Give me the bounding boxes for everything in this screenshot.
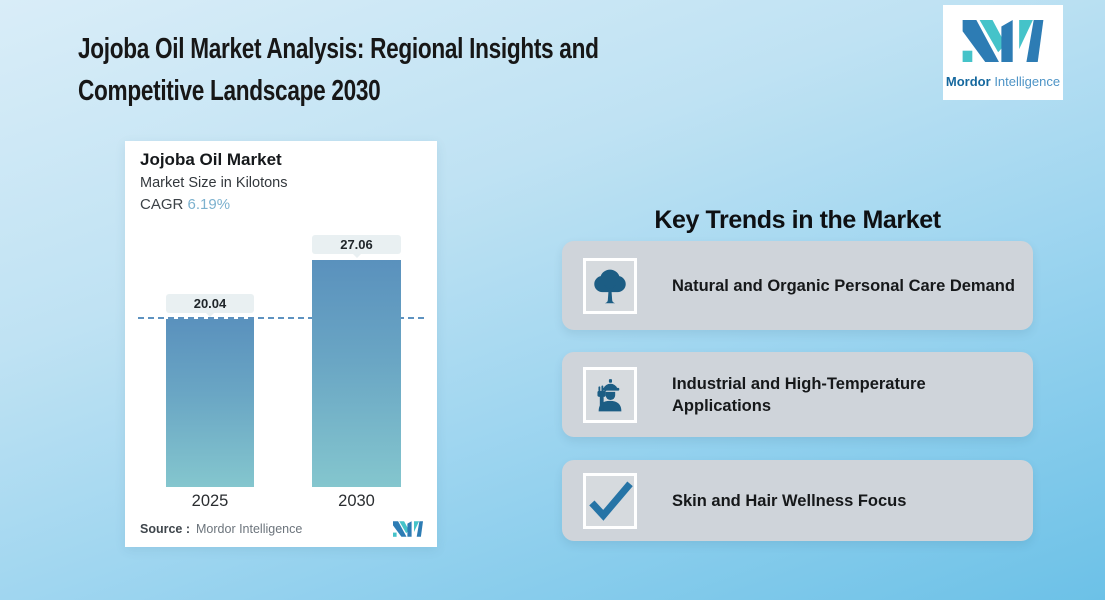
value-label-pointer [205,312,215,318]
trend-card-natural-organic: Natural and Organic Personal Care Demand [562,241,1033,330]
source-row: Source : Mordor Intelligence [140,521,423,537]
chart-cagr: CAGR 6.19% [140,196,230,213]
trend-label: Skin and Hair Wellness Focus [672,491,907,510]
reference-line [138,317,424,320]
x-axis-label-2030: 2030 [338,492,375,510]
page-title-line2: Competitive Landscape 2030 [78,75,381,107]
bar-chart-plot: 20.04 27.06 [125,235,437,487]
trend-card-industrial: Industrial and High-Temperature Applicat… [562,352,1033,437]
trends-heading: Key Trends in the Market [654,206,941,234]
tree-icon [583,257,637,314]
value-label-2025: 20.04 [166,294,254,314]
trend-label: Natural and Organic Personal Care Demand [672,276,1015,295]
chart-title: Jojoba Oil Market [140,150,282,169]
cagr-label: CAGR [140,196,188,213]
brand-wordmark: Mordor Intelligence [946,74,1060,89]
chart-subtitle: Market Size in Kilotons [140,175,288,191]
trend-label: Industrial and High-Temperature Applicat… [672,374,926,415]
source-label: Source : [140,522,191,536]
mordor-intelligence-logo-small-icon [393,521,423,537]
value-label-2030: 27.06 [312,235,401,255]
trend-card-skin-hair: Skin and Hair Wellness Focus [562,460,1033,541]
value-label-pointer [351,253,362,259]
x-axis-label-2025: 2025 [191,492,229,510]
bar-2025 [166,319,254,487]
bar-group-2025: 20.04 [166,294,254,487]
cagr-value: 6.19% [187,196,231,213]
source-value: Mordor Intelligence [196,522,303,536]
checkmark-icon [583,472,637,529]
page-title-line1: Jojoba Oil Market Analysis: Regional Ins… [78,33,599,65]
brand-logo: Mordor Intelligence [943,5,1063,100]
worker-icon [583,366,637,423]
brand-name-bold: Mordor [945,74,991,89]
page-title: Jojoba Oil Market Analysis: Regional Ins… [78,28,599,112]
mordor-intelligence-logo-icon [955,5,1051,67]
brand-name-regular: Intelligence [994,74,1061,89]
market-chart-card: Jojoba Oil Market Market Size in Kiloton… [125,141,437,547]
bar-2030 [312,260,401,487]
bar-group-2030: 27.06 [312,235,401,487]
